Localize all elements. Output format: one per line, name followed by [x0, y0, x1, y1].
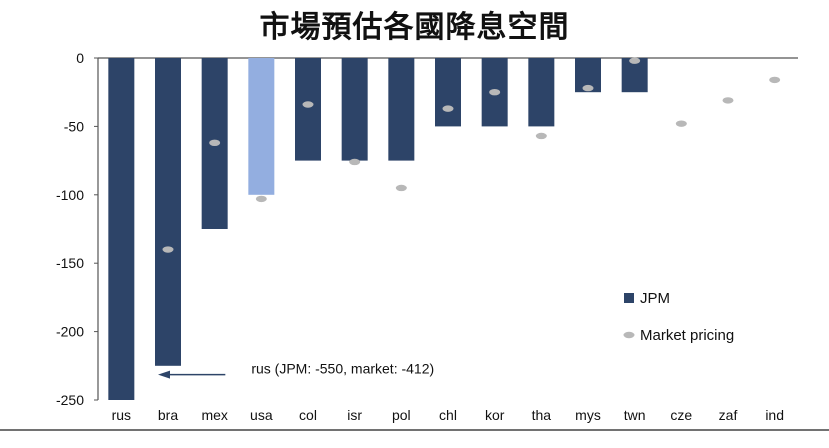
- x-tick-label-pol: pol: [392, 407, 411, 423]
- dot-mys: [582, 84, 594, 92]
- bar-rus: [108, 58, 135, 400]
- dot-tha: [535, 132, 547, 140]
- y-tick-label: -150: [56, 255, 84, 271]
- y-tick-label: 0: [76, 50, 84, 66]
- x-tick-label-kor: kor: [485, 407, 505, 423]
- x-tick-label-chl: chl: [439, 407, 457, 423]
- x-tick-label-cze: cze: [670, 407, 692, 423]
- chart-title: 市場預估各國降息空間: [259, 10, 570, 45]
- x-tick-label-zaf: zaf: [719, 407, 738, 423]
- dot-col: [302, 101, 314, 108]
- dot-mex: [209, 139, 221, 147]
- dots-group: [162, 57, 781, 253]
- y-tick-labels: 0 -50 -100 -150 -200 -250: [56, 50, 98, 408]
- bar-isr: [341, 58, 368, 161]
- x-tick-label-mys: mys: [575, 407, 601, 423]
- legend-label-market: Market pricing: [640, 327, 734, 344]
- x-tick-label-isr: isr: [347, 407, 362, 423]
- dot-usa: [255, 195, 267, 203]
- x-tick-label-rus: rus: [112, 407, 131, 423]
- dot-chl: [442, 105, 454, 112]
- dot-ind: [769, 76, 781, 84]
- y-tick-label: -50: [64, 118, 84, 134]
- x-tick-label-bra: bra: [158, 407, 178, 423]
- x-tick-label-ind: ind: [765, 407, 784, 423]
- annotation: rus (JPM: -550, market: -412): [158, 361, 434, 379]
- x-tick-label-col: col: [299, 407, 317, 423]
- bars-group: [108, 58, 648, 400]
- annotation-arrow-head: [158, 370, 170, 379]
- dot-pol: [395, 184, 407, 192]
- legend-swatch-jpm: [624, 293, 634, 303]
- legend: JPM Market pricing: [623, 290, 734, 344]
- bar-bra: [155, 58, 181, 366]
- dot-cze: [675, 120, 687, 127]
- annotation-text: rus (JPM: -550, market: -412): [251, 361, 434, 377]
- dot-isr: [349, 158, 361, 166]
- bar-usa: [248, 58, 275, 195]
- bar-tha: [528, 58, 555, 127]
- dot-zaf: [722, 97, 734, 104]
- x-tick-label-tha: tha: [532, 407, 552, 423]
- dot-bra: [162, 246, 174, 253]
- bar-chl: [435, 58, 461, 127]
- x-tick-label-usa: usa: [250, 407, 273, 423]
- legend-label-jpm: JPM: [640, 290, 670, 307]
- y-tick-label: -100: [56, 187, 84, 203]
- dot-kor: [489, 89, 501, 96]
- bar-pol: [388, 58, 415, 161]
- legend-swatch-market: [623, 331, 635, 339]
- dot-twn: [629, 57, 641, 64]
- y-tick-label: -200: [56, 324, 84, 340]
- x-tick-label-twn: twn: [624, 407, 646, 423]
- bar-col: [295, 58, 321, 161]
- x-tick-labels: rus bra mex usa col isr pol chl kor tha mys twn cze z…: [112, 407, 784, 423]
- y-tick-label: -250: [56, 392, 84, 408]
- x-tick-label-mex: mex: [201, 407, 227, 423]
